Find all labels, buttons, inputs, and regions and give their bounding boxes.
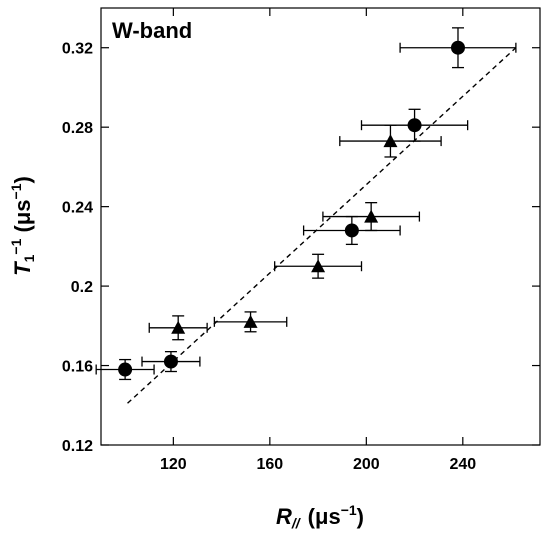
y-tick-label: 0.24	[62, 200, 93, 217]
circle-marker	[407, 118, 422, 133]
panel-label: W-band	[112, 18, 192, 43]
data-point-circle	[399, 27, 517, 69]
x-tick-label: 120	[160, 456, 187, 473]
triangle-marker	[311, 259, 326, 273]
plot-frame	[100, 7, 541, 446]
x-tick-label: 160	[256, 456, 283, 473]
data-point-triangle	[213, 311, 288, 333]
y-axis: 0.12 0.16 0.2 0.24 0.28 0.32	[62, 41, 540, 455]
triangle-marker	[364, 209, 379, 223]
data-points-layer	[95, 27, 517, 381]
x-tick-label: 240	[449, 456, 476, 473]
y-tick-label: 0.12	[62, 438, 93, 455]
circle-marker	[344, 223, 359, 238]
triangle-marker	[171, 320, 186, 334]
x-axis-title: R//(μs−1)	[276, 502, 364, 531]
y-tick-label: 0.2	[71, 279, 93, 296]
data-point-circle	[95, 358, 155, 381]
data-point-circle	[360, 108, 469, 142]
x-tick-label: 200	[353, 456, 380, 473]
data-point-triangle	[148, 315, 208, 341]
y-axis-title: T1−1 (μs−1)	[8, 176, 37, 276]
y-tick-label: 0.16	[62, 359, 93, 376]
triangle-marker	[383, 134, 398, 148]
circle-marker	[450, 40, 465, 55]
y-tick-label: 0.32	[62, 41, 93, 58]
fit-line	[127, 47, 517, 404]
fit-line-layer	[127, 47, 517, 404]
triangle-marker	[243, 314, 258, 328]
y-tick-label: 0.28	[62, 120, 93, 137]
data-point-triangle	[274, 253, 363, 279]
circle-marker	[163, 354, 178, 369]
circle-marker	[118, 362, 133, 377]
data-point-triangle	[322, 202, 421, 232]
data-point-circle	[302, 215, 401, 246]
data-point-triangle	[339, 124, 442, 158]
x-axis: 120 160 200 240	[160, 8, 476, 473]
data-point-circle	[141, 350, 201, 373]
